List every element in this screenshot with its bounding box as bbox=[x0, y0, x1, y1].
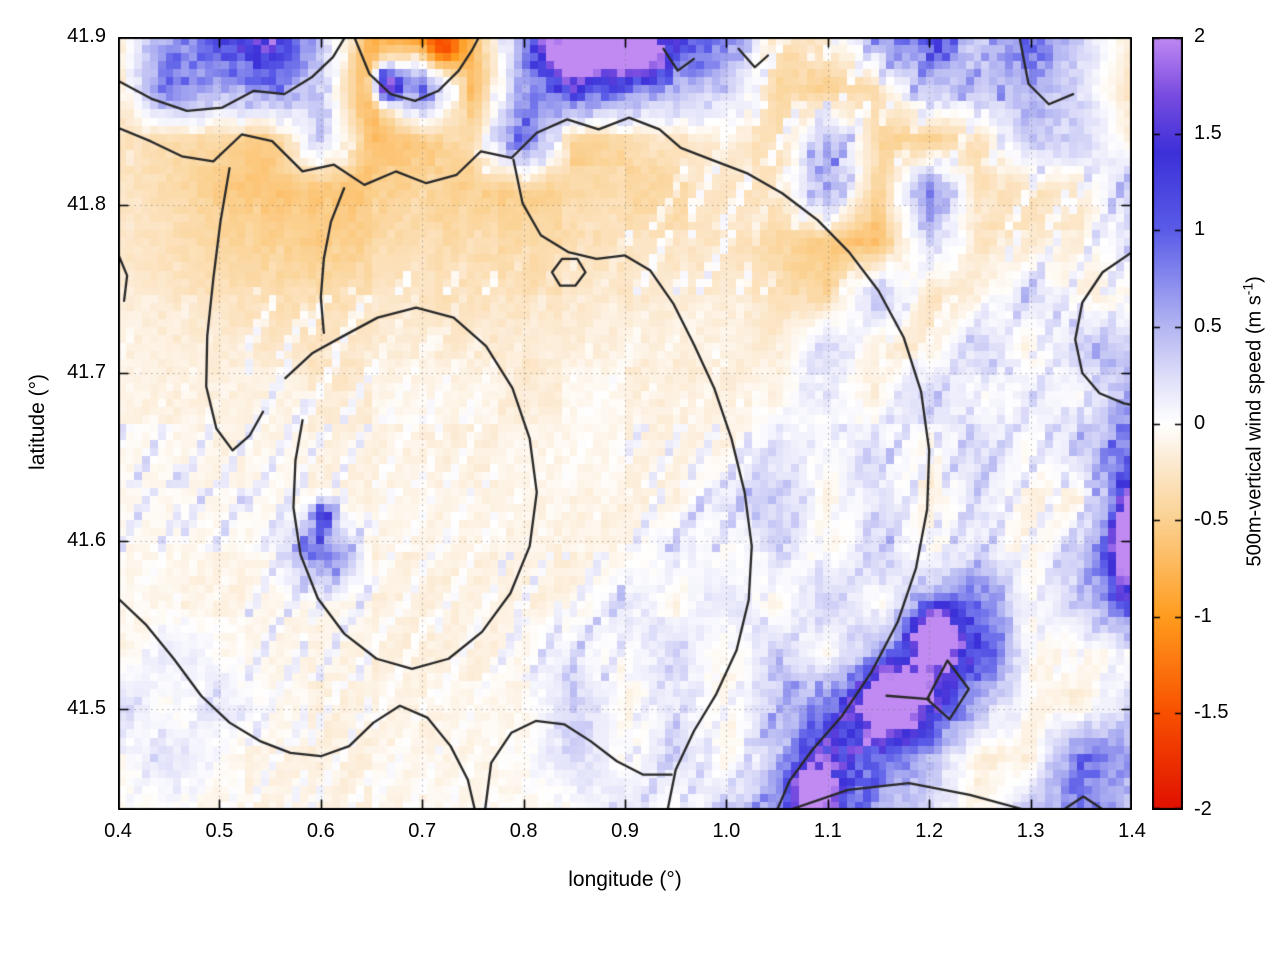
colorbar-gradient bbox=[1152, 37, 1183, 810]
x-tick-label: 1.3 bbox=[1016, 820, 1045, 842]
y-tick-label: 41.5 bbox=[67, 697, 106, 720]
y-axis-title: latitude (°) bbox=[26, 374, 49, 470]
x-tick-label: 0.8 bbox=[509, 820, 538, 842]
y-tick-label: 41.9 bbox=[67, 25, 106, 47]
x-axis-title: longitude (°) bbox=[568, 868, 682, 891]
colorbar-title-main: 500m-vertical wind speed (m s bbox=[1243, 295, 1266, 567]
colorbar-tick-label: 0 bbox=[1194, 411, 1206, 434]
x-tick-label: 1.4 bbox=[1118, 820, 1146, 842]
heatmap-canvas bbox=[118, 37, 1132, 810]
x-tick-label: 0.6 bbox=[306, 820, 335, 842]
x-tick-label: 0.4 bbox=[104, 820, 132, 842]
x-tick-label: 0.5 bbox=[205, 820, 234, 842]
colorbar-tick-label: 1.5 bbox=[1194, 121, 1222, 144]
colorbar-tick-label: 1 bbox=[1194, 218, 1206, 241]
y-tick-label: 41.8 bbox=[67, 193, 106, 216]
colorbar-tick-label: -2 bbox=[1194, 798, 1212, 820]
colorbar-title-exponent: -1 bbox=[1239, 282, 1256, 296]
colorbar-tick-label: 0.5 bbox=[1194, 314, 1222, 337]
x-tick-label: 1.0 bbox=[712, 820, 741, 842]
y-tick-label: 41.7 bbox=[67, 361, 106, 384]
x-tick-label: 1.1 bbox=[813, 820, 842, 842]
colorbar-tick-label: -1.5 bbox=[1194, 701, 1229, 724]
colorbar-title: 500m-vertical wind speed (m s-1) bbox=[1240, 171, 1267, 671]
colorbar-tick-label: -0.5 bbox=[1194, 508, 1229, 531]
y-tick-label: 41.6 bbox=[67, 529, 106, 552]
colorbar-tick-label: 2 bbox=[1194, 25, 1206, 47]
x-tick-label: 0.7 bbox=[408, 820, 437, 842]
colorbar-title-close: ) bbox=[1243, 276, 1266, 283]
x-tick-label: 0.9 bbox=[611, 820, 639, 842]
colorbar-tick-label: -1 bbox=[1194, 604, 1212, 627]
x-tick-label: 1.2 bbox=[915, 820, 944, 842]
